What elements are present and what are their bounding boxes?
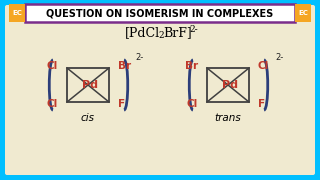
Text: 2-: 2-	[135, 53, 143, 62]
Bar	[295, 4, 311, 22]
Text: Pd: Pd	[222, 80, 238, 90]
Text: EC: EC	[298, 10, 308, 16]
Text: 2-: 2-	[189, 24, 198, 33]
Text: Br: Br	[118, 61, 131, 71]
Bar	[25, 4, 295, 22]
Bar	[67, 68, 109, 102]
Text: F: F	[118, 99, 125, 109]
Text: BrF]: BrF]	[163, 26, 192, 39]
Text: cis: cis	[81, 113, 95, 123]
Text: Cl: Cl	[258, 61, 269, 71]
Text: QUESTION ON ISOMERISM IN COMPLEXES: QUESTION ON ISOMERISM IN COMPLEXES	[46, 8, 274, 18]
Text: Pd: Pd	[82, 80, 98, 90]
Text: F: F	[258, 99, 265, 109]
Text: [PdCl: [PdCl	[125, 26, 160, 39]
Text: EC: EC	[12, 10, 22, 16]
Text: trans: trans	[215, 113, 241, 123]
FancyBboxPatch shape	[5, 5, 315, 175]
Text: Cl: Cl	[47, 99, 58, 109]
Text: Cl: Cl	[47, 61, 58, 71]
Text: Cl: Cl	[187, 99, 198, 109]
Text: 2: 2	[158, 31, 164, 40]
Text: 2-: 2-	[275, 53, 283, 62]
Bar	[9, 4, 25, 22]
Bar	[207, 68, 249, 102]
Text: Br: Br	[185, 61, 198, 71]
